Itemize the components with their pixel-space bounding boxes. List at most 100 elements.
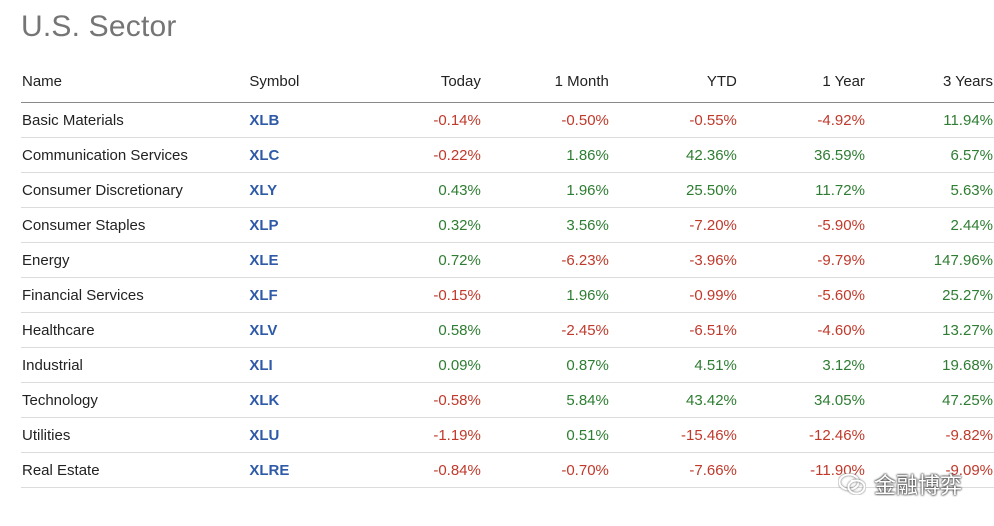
- symbol-link[interactable]: XLE: [249, 251, 279, 269]
- sector-name: Utilities: [21, 417, 249, 453]
- symbol-link[interactable]: XLU: [249, 426, 280, 444]
- symbol-link[interactable]: XLI: [249, 356, 273, 374]
- ytd-change: 25.50%: [609, 172, 738, 208]
- three-years-change: 25.27%: [865, 277, 994, 313]
- column-header-symbol[interactable]: Symbol: [248, 60, 362, 103]
- column-header-name[interactable]: Name: [21, 60, 249, 103]
- month-change: 3.56%: [481, 207, 610, 243]
- symbol-cell: XLP: [248, 207, 362, 243]
- table-row: Utilities XLU -1.19% 0.51% -15.46% -12.4…: [21, 417, 994, 453]
- month-change: 1.96%: [481, 172, 610, 208]
- year-change: -5.90%: [737, 207, 866, 243]
- three-years-change: 47.25%: [865, 382, 994, 418]
- ytd-change: -15.46%: [609, 417, 738, 453]
- today-change: -0.14%: [361, 102, 482, 138]
- year-change: -9.79%: [737, 242, 866, 278]
- sector-table: Name Symbol Today 1 Month YTD 1 Year 3 Y…: [21, 60, 994, 488]
- month-change: 1.86%: [481, 137, 610, 173]
- ytd-change: -0.99%: [609, 277, 738, 313]
- today-change: 0.32%: [361, 207, 482, 243]
- column-header-today[interactable]: Today: [361, 60, 482, 103]
- sector-name: Consumer Discretionary: [21, 172, 249, 208]
- today-change: -0.22%: [361, 137, 482, 173]
- year-change: -5.60%: [737, 277, 866, 313]
- sector-name: Communication Services: [21, 137, 249, 173]
- today-change: -0.15%: [361, 277, 482, 313]
- table-row: Basic Materials XLB -0.14% -0.50% -0.55%…: [21, 102, 994, 138]
- page-title: U.S. Sector: [21, 10, 177, 43]
- sector-name: Industrial: [21, 347, 249, 383]
- three-years-change: -9.82%: [865, 417, 994, 453]
- table-row: Healthcare XLV 0.58% -2.45% -6.51% -4.60…: [21, 312, 994, 348]
- symbol-cell: XLK: [248, 382, 362, 418]
- table-row: Financial Services XLF -0.15% 1.96% -0.9…: [21, 277, 994, 313]
- today-change: 0.09%: [361, 347, 482, 383]
- month-change: -2.45%: [481, 312, 610, 348]
- year-change: -4.92%: [737, 102, 866, 138]
- symbol-link[interactable]: XLRE: [249, 461, 290, 479]
- column-header-3-years[interactable]: 3 Years: [865, 60, 994, 103]
- today-change: 0.72%: [361, 242, 482, 278]
- today-change: -0.84%: [361, 452, 482, 488]
- ytd-change: -7.20%: [609, 207, 738, 243]
- symbol-link[interactable]: XLK: [249, 391, 280, 409]
- table-row: Consumer Discretionary XLY 0.43% 1.96% 2…: [21, 172, 994, 208]
- table-row: Energy XLE 0.72% -6.23% -3.96% -9.79% 14…: [21, 242, 994, 278]
- year-change: 34.05%: [737, 382, 866, 418]
- three-years-change: -9.09%: [865, 452, 994, 488]
- watermark-text: 金融博弈: [873, 474, 962, 499]
- symbol-link[interactable]: XLC: [249, 146, 280, 164]
- ytd-change: -0.55%: [609, 102, 738, 138]
- three-years-change: 11.94%: [865, 102, 994, 138]
- today-change: -1.19%: [361, 417, 482, 453]
- symbol-link[interactable]: XLV: [249, 321, 278, 339]
- year-change: 36.59%: [737, 137, 866, 173]
- sector-name: Financial Services: [21, 277, 249, 313]
- sector-name: Consumer Staples: [21, 207, 249, 243]
- sector-name: Technology: [21, 382, 249, 418]
- year-change: 3.12%: [737, 347, 866, 383]
- today-change: 0.58%: [361, 312, 482, 348]
- symbol-link[interactable]: XLY: [249, 181, 278, 199]
- symbol-link[interactable]: XLP: [249, 216, 279, 234]
- symbol-cell: XLI: [248, 347, 362, 383]
- column-header-1-year[interactable]: 1 Year: [737, 60, 866, 103]
- table-row: Technology XLK -0.58% 5.84% 43.42% 34.05…: [21, 382, 994, 418]
- month-change: -6.23%: [481, 242, 610, 278]
- column-header-1-month[interactable]: 1 Month: [481, 60, 610, 103]
- symbol-cell: XLU: [248, 417, 362, 453]
- table-header-row: Name Symbol Today 1 Month YTD 1 Year 3 Y…: [21, 60, 994, 103]
- sector-name: Energy: [21, 242, 249, 278]
- sector-name: Real Estate: [21, 452, 249, 488]
- watermark: 金融博弈: [838, 468, 962, 500]
- three-years-change: 19.68%: [865, 347, 994, 383]
- month-change: -0.50%: [481, 102, 610, 138]
- year-change: -12.46%: [737, 417, 866, 453]
- three-years-change: 2.44%: [865, 207, 994, 243]
- ytd-change: -7.66%: [609, 452, 738, 488]
- ytd-change: 4.51%: [609, 347, 738, 383]
- column-header-ytd[interactable]: YTD: [609, 60, 738, 103]
- ytd-change: 43.42%: [609, 382, 738, 418]
- ytd-change: -6.51%: [609, 312, 738, 348]
- table-row: Communication Services XLC -0.22% 1.86% …: [21, 137, 994, 173]
- month-change: -0.70%: [481, 452, 610, 488]
- three-years-change: 147.96%: [865, 242, 994, 278]
- sector-name: Basic Materials: [21, 102, 249, 138]
- symbol-cell: XLRE: [248, 452, 362, 488]
- symbol-link[interactable]: XLF: [249, 286, 278, 304]
- symbol-cell: XLC: [248, 137, 362, 173]
- sector-name: Healthcare: [21, 312, 249, 348]
- symbol-link[interactable]: XLB: [249, 111, 280, 129]
- three-years-change: 13.27%: [865, 312, 994, 348]
- table-row: Industrial XLI 0.09% 0.87% 4.51% 3.12% 1…: [21, 347, 994, 383]
- month-change: 1.96%: [481, 277, 610, 313]
- table-row: Consumer Staples XLP 0.32% 3.56% -7.20% …: [21, 207, 994, 243]
- ytd-change: 42.36%: [609, 137, 738, 173]
- year-change: -4.60%: [737, 312, 866, 348]
- three-years-change: 5.63%: [865, 172, 994, 208]
- month-change: 0.87%: [481, 347, 610, 383]
- symbol-cell: XLF: [248, 277, 362, 313]
- month-change: 0.51%: [481, 417, 610, 453]
- year-change: 11.72%: [737, 172, 866, 208]
